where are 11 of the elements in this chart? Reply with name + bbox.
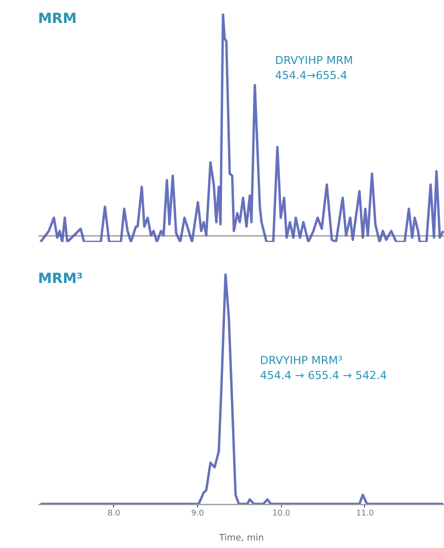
annotation: 454.4→655.4 [275,69,348,82]
chart-title: MRM³ [38,271,83,287]
x-tick-label: 11.0 [356,508,374,518]
x-tick-label: 8.0 [107,508,120,518]
annotation: DRVYIHP MRM [275,54,354,67]
x-tick-label: 9.0 [191,508,204,518]
x-tick-label: 10.0 [272,508,290,518]
annotation: DRVYIHP MRM³ [260,354,342,367]
chart-title: MRM [38,11,77,27]
annotation: 454.4 → 655.4 → 542.4 [260,369,387,382]
x-axis-title: Time, min [218,534,264,544]
